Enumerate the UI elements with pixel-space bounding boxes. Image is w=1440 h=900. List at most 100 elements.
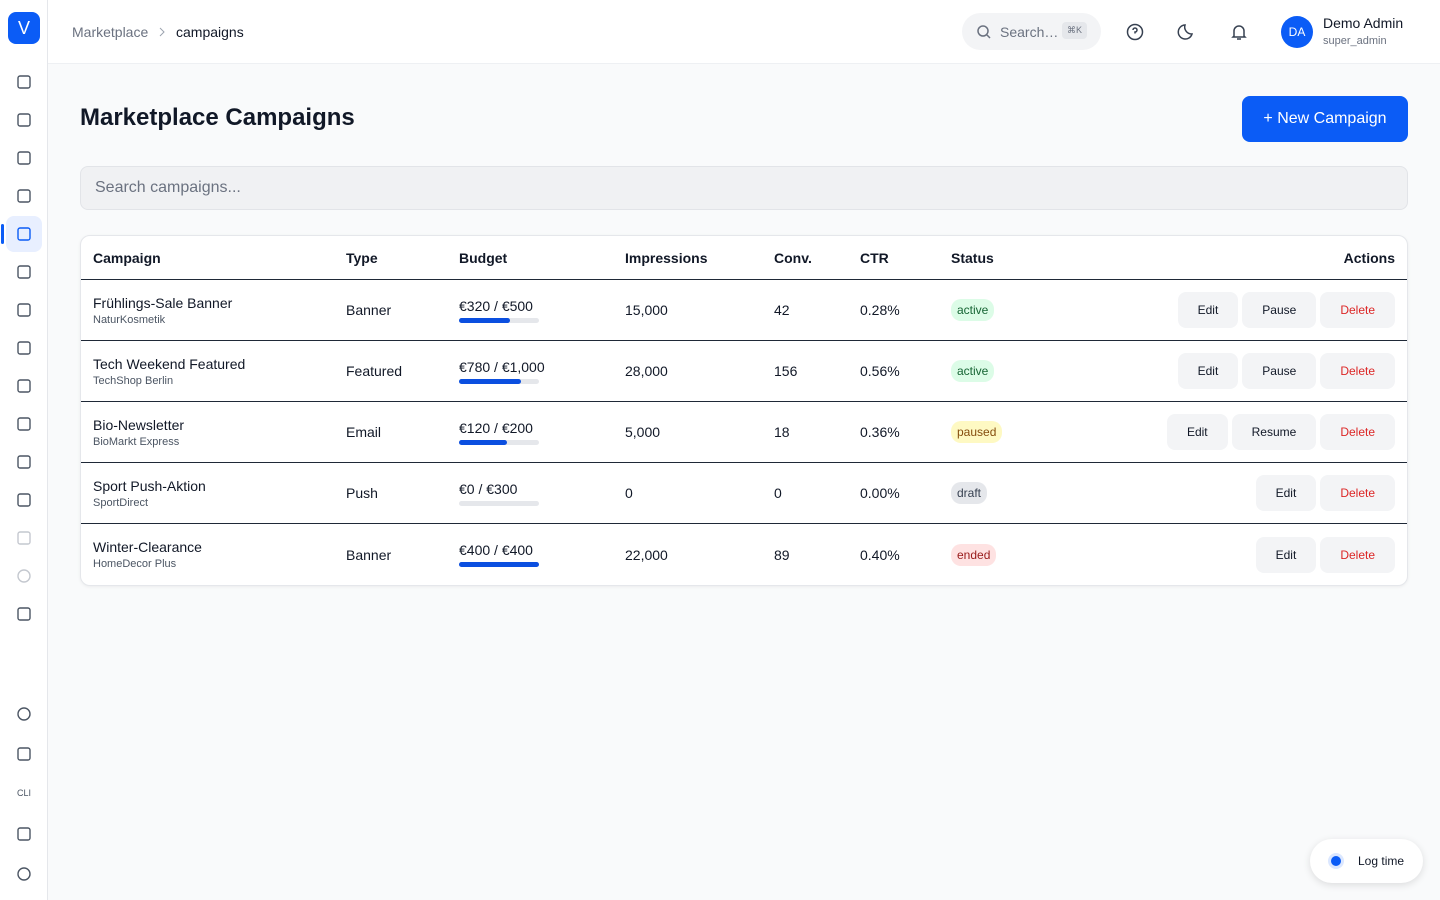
help-icon[interactable] <box>1125 22 1145 42</box>
column-header: Campaign <box>93 249 161 266</box>
company-name: TechShop Berlin <box>93 374 174 387</box>
action-button[interactable]: Edit <box>1166 414 1228 450</box>
type: Push <box>346 485 378 501</box>
nav-icon[interactable] <box>17 747 31 761</box>
cli-link[interactable]: CLI <box>16 788 31 798</box>
action-button[interactable]: Edit <box>1177 353 1239 389</box>
nav-icon[interactable] <box>17 227 31 241</box>
table-row: Winter-Clearance HomeDecor Plus Banner €400… <box>81 524 1407 585</box>
nav-icon[interactable] <box>17 417 31 431</box>
column-header: Status <box>951 249 994 266</box>
status-cell: paused <box>951 421 1167 443</box>
budget-cell: €400 / €400 <box>459 542 625 567</box>
nav-icon[interactable] <box>17 827 31 841</box>
nav-icon[interactable] <box>17 493 31 507</box>
nav-icon[interactable] <box>17 455 31 469</box>
bell-icon[interactable] <box>1229 22 1249 42</box>
impressions: 22,000 <box>625 546 668 563</box>
active-nav-marker <box>1 224 4 244</box>
nav-icon[interactable] <box>17 531 31 545</box>
budget-label: €400 / €400 <box>459 542 533 558</box>
nav-icon[interactable] <box>17 867 31 881</box>
log-time-button[interactable]: Log time <box>1310 839 1423 883</box>
campaign-search[interactable]: Search campaigns... <box>80 166 1408 210</box>
action-button[interactable]: Delete <box>1320 536 1395 573</box>
table-row: Frühlings-Sale Banner NaturKosmetik Banner… <box>81 280 1407 341</box>
conversions: 0 <box>774 485 782 501</box>
type: Email <box>346 424 382 440</box>
nav-icon[interactable] <box>17 189 31 203</box>
action-button[interactable]: Edit <box>1255 536 1317 573</box>
conversions: 156 <box>774 363 798 379</box>
budget-fill <box>459 378 522 384</box>
status-badge: paused <box>951 421 1003 443</box>
nav-icon[interactable] <box>17 303 31 317</box>
nav-icon[interactable] <box>17 113 31 127</box>
campaign-name: Frühlings-Sale Banner <box>93 294 233 311</box>
budget-track <box>459 562 539 567</box>
sidebar-icons <box>1 75 42 881</box>
breadcrumb-separator <box>159 27 165 37</box>
search-text: Search… <box>1000 24 1059 40</box>
budget-label: €780 / €1,000 <box>459 358 545 375</box>
campaign-name: Bio-Newsletter <box>93 416 185 433</box>
column-header: CTR <box>860 249 889 266</box>
impressions: 28,000 <box>625 363 668 379</box>
nav-icon[interactable] <box>17 569 31 583</box>
budget-fill <box>459 439 507 445</box>
action-button[interactable]: Resume <box>1231 414 1317 450</box>
action-button[interactable]: Edit <box>1177 292 1239 328</box>
budget-cell: €320 / €500 <box>459 298 625 323</box>
ctr: 0.36% <box>860 424 900 440</box>
budget-track <box>459 439 539 445</box>
nav-icon[interactable] <box>17 75 31 89</box>
user-role: super_admin <box>1323 35 1387 47</box>
type: Banner <box>346 546 392 563</box>
status-cell: ended <box>951 543 1256 566</box>
global-search[interactable]: Search… ⌘K <box>962 13 1101 50</box>
theme-icon[interactable] <box>1177 22 1197 42</box>
nav-icon[interactable] <box>17 707 31 721</box>
actions: Edit Delete <box>1255 475 1395 511</box>
company-name: HomeDecor Plus <box>93 558 177 570</box>
status-cell: draft <box>951 482 1256 504</box>
campaign-table: Campaign Type Budget Impressions Conv. CTR Sta… <box>80 235 1408 586</box>
actions: Edit Pause Delete <box>1177 292 1395 328</box>
action-button[interactable]: Delete <box>1320 414 1395 450</box>
nav-icon[interactable] <box>17 379 31 393</box>
nav-icon[interactable] <box>17 151 31 165</box>
column-header: Budget <box>459 249 508 266</box>
avatar[interactable]: DA <box>1281 16 1313 48</box>
impressions: 5,000 <box>625 424 661 440</box>
action-button[interactable]: Pause <box>1242 292 1317 328</box>
status-badge: draft <box>951 482 988 504</box>
status-badge: active <box>951 299 995 321</box>
logo[interactable]: V <box>8 12 40 44</box>
action-button[interactable]: Pause <box>1242 353 1317 389</box>
company-name: BioMarkt Express <box>93 435 180 448</box>
active-nav-bg <box>6 216 42 252</box>
budget-cell: €0 / €300 <box>459 481 625 506</box>
action-button[interactable]: Delete <box>1320 292 1395 328</box>
action-button[interactable]: Delete <box>1320 475 1395 511</box>
nav-icon[interactable] <box>17 265 31 279</box>
log-icon <box>1328 853 1344 869</box>
budget-label: €320 / €500 <box>459 297 533 314</box>
actions: Edit Pause Delete <box>1177 353 1395 389</box>
nav-icon[interactable] <box>17 607 31 621</box>
ctr: 0.40% <box>860 546 900 563</box>
table-row: Bio-Newsletter BioMarkt Express Email €120 … <box>81 402 1407 463</box>
conversions: 89 <box>774 546 790 563</box>
new-campaign-button[interactable]: + New Campaign <box>1242 96 1408 142</box>
search-icon <box>977 25 991 39</box>
budget-label: €120 / €200 <box>459 419 533 436</box>
column-header: Type <box>346 249 378 266</box>
nav-icon[interactable] <box>17 341 31 355</box>
campaign-name: Tech Weekend Featured <box>93 355 246 372</box>
budget-fill <box>459 562 539 567</box>
action-button[interactable]: Edit <box>1255 475 1317 511</box>
page-title: Marketplace Campaigns <box>80 104 355 131</box>
breadcrumb[interactable]: Marketplace <box>72 24 149 40</box>
campaign-cell: Tech Weekend Featured TechShop Berlin <box>93 356 346 387</box>
action-button[interactable]: Delete <box>1320 353 1395 389</box>
